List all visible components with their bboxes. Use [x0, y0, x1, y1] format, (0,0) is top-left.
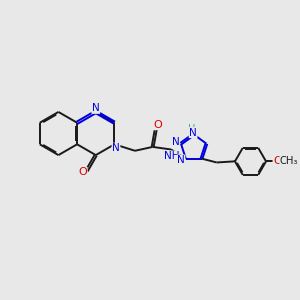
- Text: N: N: [112, 143, 120, 153]
- Text: N: N: [92, 103, 100, 113]
- Text: O: O: [273, 156, 282, 166]
- Text: CH₃: CH₃: [280, 156, 298, 166]
- Text: O: O: [153, 120, 162, 130]
- Text: NH: NH: [164, 151, 179, 161]
- Text: N: N: [189, 128, 197, 138]
- Text: N: N: [172, 137, 179, 147]
- Text: N: N: [177, 155, 185, 165]
- Text: O: O: [78, 167, 87, 178]
- Text: H: H: [188, 124, 196, 134]
